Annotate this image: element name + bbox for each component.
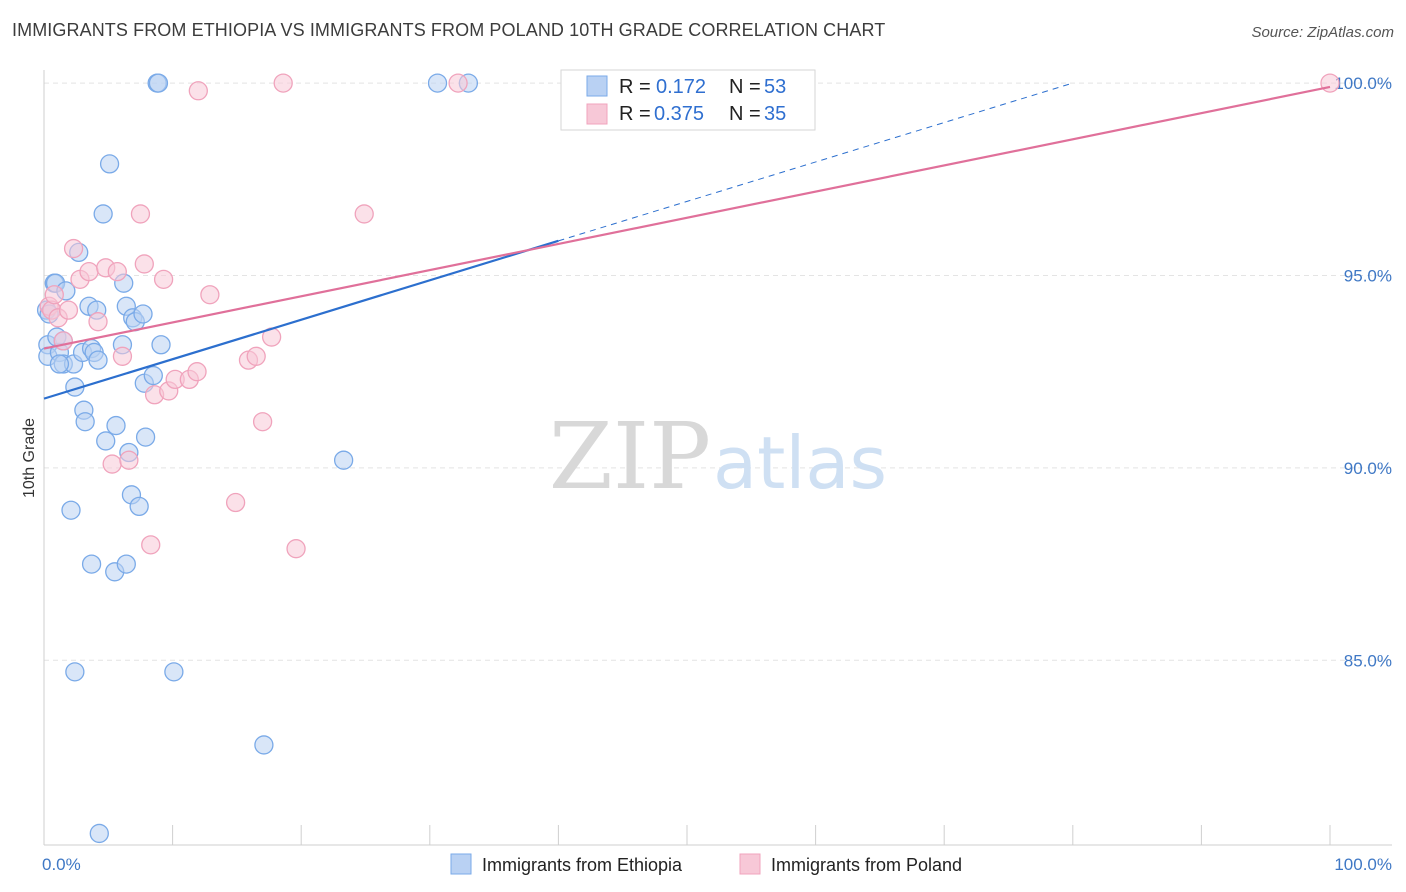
y-tick-label: 90.0% — [1344, 459, 1392, 478]
point-ethiopia — [254, 735, 274, 755]
point-poland — [225, 492, 246, 513]
legend-n-value-ethiopia: 53 — [764, 76, 786, 98]
gridlines — [44, 82, 1392, 661]
watermark-zip: ZIP — [549, 403, 711, 510]
point-poland — [119, 450, 139, 470]
point-ethiopia — [99, 154, 120, 174]
watermark: ZIP atlas — [549, 403, 887, 510]
trend-line-ethiopia-extension — [558, 82, 1073, 242]
point-poland — [112, 346, 133, 366]
point-ethiopia — [88, 350, 108, 370]
trend-line-poland — [43, 85, 1331, 350]
legend-r-value-poland: 0.375 — [654, 103, 704, 125]
trend-line-ethiopia — [43, 239, 559, 400]
series-legend-swatch-poland — [739, 853, 761, 875]
point-ethiopia — [133, 304, 153, 324]
point-poland — [53, 331, 73, 351]
point-poland — [79, 261, 99, 282]
point-poland — [63, 238, 84, 259]
axes — [43, 70, 1392, 846]
y-tick-labels: 85.0% 90.0% 95.0% 100.0% — [1334, 74, 1392, 670]
point-poland — [187, 362, 207, 382]
point-poland — [88, 312, 108, 332]
y-tick-label: 100.0% — [1334, 74, 1392, 93]
legend-swatch-ethiopia — [586, 75, 608, 97]
legend-n-label-ethiopia: N = — [729, 76, 761, 98]
legend-n-value-poland: 35 — [764, 103, 786, 125]
point-ethiopia — [129, 496, 149, 517]
point-poland — [246, 346, 266, 366]
point-poland — [107, 261, 127, 282]
chart-source: Source: ZipAtlas.com — [1251, 24, 1394, 41]
legend-r-label-poland: R = — [619, 103, 651, 125]
point-ethiopia — [164, 662, 184, 682]
point-poland — [153, 269, 174, 289]
point-ethiopia — [61, 500, 81, 520]
point-ethiopia — [65, 662, 85, 682]
point-poland — [141, 535, 161, 555]
point-poland — [134, 254, 154, 274]
stats-legend: R = 0.172 N = 53 R = 0.375 N = 35 — [560, 69, 816, 131]
point-poland — [252, 412, 273, 432]
point-ethiopia — [427, 73, 448, 93]
point-ethiopia — [49, 354, 70, 374]
series-legend-swatch-ethiopia — [450, 853, 472, 875]
point-poland — [200, 285, 220, 305]
point-poland — [354, 204, 374, 224]
point-poland — [130, 204, 151, 224]
point-poland — [286, 539, 306, 559]
point-ethiopia — [75, 412, 95, 432]
trend-lines — [43, 82, 1331, 400]
point-ethiopia — [116, 554, 136, 574]
point-poland — [102, 454, 122, 474]
point-ethiopia — [93, 204, 113, 224]
point-ethiopia — [106, 415, 126, 436]
point-ethiopia — [148, 73, 169, 93]
y-axis-title: 10th Grade — [21, 418, 38, 498]
legend-n-label-poland: N = — [729, 103, 761, 125]
point-ethiopia — [333, 450, 354, 470]
x-tick-labels: 0.0% 100.0% — [42, 855, 1392, 874]
chart-title: IMMIGRANTS FROM ETHIOPIA VS IMMIGRANTS F… — [12, 20, 886, 40]
x-tick-label: 0.0% — [42, 855, 81, 874]
x-tick-label: 100.0% — [1334, 855, 1392, 874]
point-poland — [44, 285, 64, 305]
point-ethiopia — [81, 554, 102, 574]
series-legend: Immigrants from Ethiopia Immigrants from… — [450, 853, 962, 875]
point-poland — [58, 300, 79, 320]
y-tick-label: 85.0% — [1344, 651, 1392, 670]
point-ethiopia — [89, 823, 109, 844]
series-legend-label-ethiopia: Immigrants from Ethiopia — [482, 855, 683, 875]
point-ethiopia — [96, 431, 116, 451]
point-poland — [448, 73, 468, 93]
data-points — [36, 73, 1340, 844]
legend-r-value-ethiopia: 0.172 — [656, 76, 706, 98]
point-ethiopia — [151, 335, 171, 355]
point-poland — [1320, 73, 1340, 93]
point-poland — [273, 73, 293, 93]
point-ethiopia — [135, 427, 156, 447]
watermark-atlas: atlas — [713, 421, 887, 505]
point-ethiopia — [143, 365, 163, 386]
point-poland — [188, 81, 208, 101]
y-tick-label: 95.0% — [1344, 266, 1392, 285]
legend-swatch-poland — [586, 103, 608, 125]
legend-r-label-ethiopia: R = — [619, 76, 651, 98]
series-legend-label-poland: Immigrants from Poland — [771, 855, 962, 875]
